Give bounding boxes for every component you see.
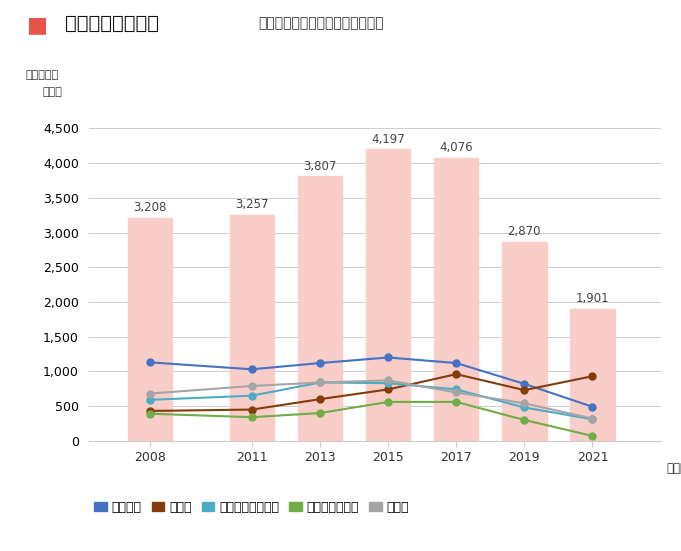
- Text: （研修国・地域別生徒数の推移）: （研修国・地域別生徒数の推移）: [259, 17, 384, 31]
- Text: 3,257: 3,257: [235, 198, 269, 211]
- Bar: [502, 241, 546, 441]
- Text: 2,870: 2,870: [507, 225, 541, 237]
- Bar: [434, 158, 478, 441]
- Text: 3,208: 3,208: [133, 201, 167, 214]
- Text: ■: ■: [27, 15, 48, 35]
- Bar: [127, 218, 172, 441]
- Text: （人）: （人）: [43, 87, 63, 97]
- Bar: [570, 309, 614, 441]
- Text: 4,197: 4,197: [371, 133, 405, 145]
- Text: 4,076: 4,076: [439, 141, 473, 154]
- Legend: アメリカ, カナダ, ニュージーランド, オーストラリア, その他: アメリカ, カナダ, ニュージーランド, オーストラリア, その他: [89, 496, 414, 518]
- Text: 3,807: 3,807: [303, 160, 337, 172]
- Text: ３ヶ月以上の留学: ３ヶ月以上の留学: [65, 14, 159, 33]
- Bar: [366, 149, 410, 441]
- Text: （年）: （年）: [666, 462, 681, 474]
- Bar: [298, 176, 342, 441]
- Bar: [229, 215, 274, 441]
- Text: 国・地域別: 国・地域別: [26, 70, 59, 80]
- Text: 1,901: 1,901: [575, 292, 609, 305]
